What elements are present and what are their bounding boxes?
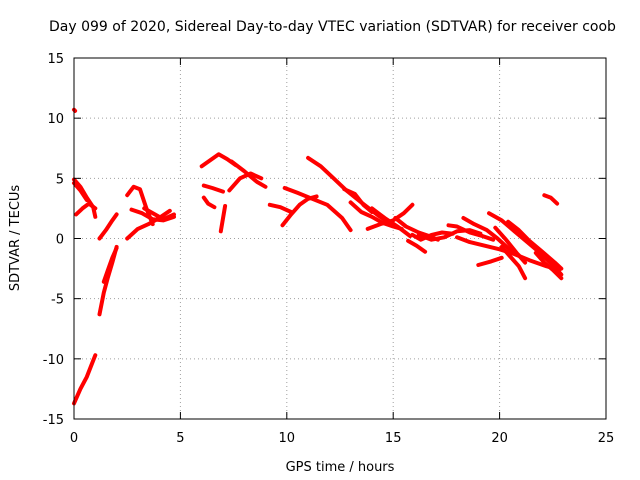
- data-series: [72, 107, 564, 406]
- series-arc-29: [416, 228, 483, 242]
- series-arc-9: [125, 184, 155, 227]
- series-arc-14: [201, 195, 217, 210]
- series-arc-19: [267, 202, 294, 214]
- series-arc-6: [72, 181, 89, 202]
- series-arc-38: [506, 219, 564, 271]
- axis-ticks: 0 5 10 15 20 25 -15 -10 -5 0 5 10 15: [43, 52, 615, 446]
- gridlines: [74, 58, 606, 419]
- y-axis-label: SDTVAR / TECUs: [8, 185, 23, 292]
- x-tick-label: 25: [598, 431, 615, 446]
- y-tick-label: 5: [56, 172, 64, 187]
- y-tick-label: 0: [56, 233, 64, 248]
- series-arc-15: [201, 183, 225, 194]
- x-tick-label: 20: [491, 431, 508, 446]
- x-tick-label: 10: [279, 431, 296, 446]
- series-arc-32: [461, 216, 521, 258]
- y-tick-label: -5: [51, 293, 64, 308]
- series-arc-31: [446, 223, 496, 242]
- series-arc-21: [282, 186, 353, 233]
- x-tick-label: 0: [70, 431, 78, 446]
- series-arc-2: [72, 353, 98, 406]
- series-arc-26: [369, 206, 413, 239]
- series-arc-5: [74, 201, 98, 217]
- series-arc-28: [410, 230, 455, 242]
- series-arc-37: [476, 255, 504, 267]
- y-tick-label: 10: [47, 112, 64, 127]
- series-arc-8: [101, 246, 119, 284]
- series-arc-27: [393, 216, 440, 242]
- y-tick-label: 15: [47, 52, 64, 67]
- series-arc-10: [125, 208, 172, 241]
- series-arc-30: [406, 238, 428, 254]
- series-arc-17: [229, 159, 268, 189]
- y-tick-label: -10: [43, 353, 64, 368]
- x-tick-label: 5: [176, 431, 184, 446]
- series-arc-35: [493, 225, 528, 265]
- series-arc-34: [487, 211, 564, 277]
- x-axis-label: GPS time / hours: [286, 460, 395, 475]
- chart-title: Day 099 of 2020, Sidereal Day-to-day VTE…: [49, 19, 616, 35]
- series-arc-36: [499, 244, 528, 281]
- series-arc-40: [542, 193, 560, 206]
- series-arc-39: [533, 250, 564, 281]
- y-tick-label: -15: [43, 413, 64, 428]
- series-arc-16: [218, 204, 228, 234]
- series-arc-23: [342, 187, 374, 214]
- x-tick-label: 15: [385, 431, 402, 446]
- series-arc-12: [142, 206, 176, 222]
- series-arc-18: [227, 171, 264, 193]
- series-arc-25: [365, 202, 415, 231]
- series-arc-7: [97, 212, 119, 241]
